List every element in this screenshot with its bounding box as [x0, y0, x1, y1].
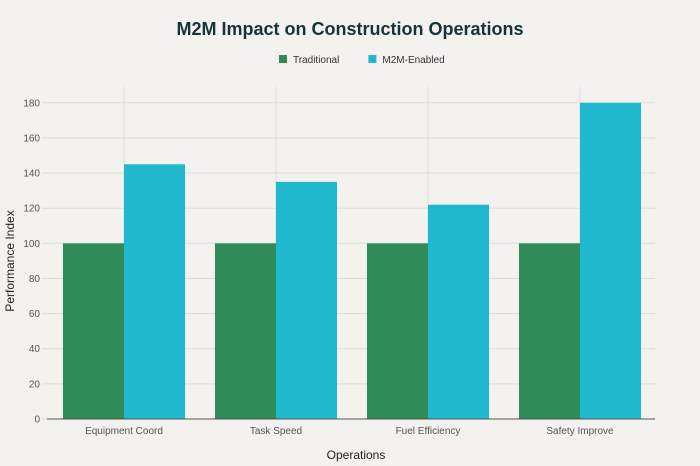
bar-m2m-enabled-equipment-coord — [124, 164, 185, 419]
legend-label: Traditional — [293, 55, 339, 66]
y-tick-label: 160 — [23, 133, 40, 144]
legend-swatch-traditional — [279, 55, 287, 63]
bar-traditional-safety-improve — [519, 243, 580, 419]
bar-traditional-task-speed — [215, 243, 276, 419]
y-tick-label: 120 — [23, 204, 40, 215]
y-tick-label: 40 — [29, 344, 41, 355]
y-tick-label: 20 — [29, 379, 41, 390]
y-tick-label: 140 — [23, 169, 40, 180]
bar-m2m-enabled-task-speed — [276, 181, 337, 419]
x-ticks: Equipment Coord Task Speed Fuel Efficiency… — [85, 426, 614, 437]
y-tick-label: 0 — [34, 415, 40, 426]
x-tick-label: Task Speed — [250, 426, 302, 437]
legend: Traditional M2M-Enabled — [279, 55, 445, 66]
legend-label: M2M-Enabled — [382, 55, 444, 66]
x-tick-label: Fuel Efficiency — [396, 426, 461, 437]
y-tick-label: 180 — [23, 98, 40, 109]
x-tick-label: Equipment Coord — [85, 426, 163, 437]
y-axis-label: Performance Index — [3, 210, 17, 311]
y-tick-label: 80 — [29, 274, 41, 285]
chart-title: M2M Impact on Construction Operations — [176, 19, 523, 39]
bar-m2m-enabled-fuel-efficiency — [428, 204, 489, 419]
x-tick-label: Safety Improve — [546, 426, 614, 437]
bar-traditional-fuel-efficiency — [367, 243, 428, 419]
bar-m2m-enabled-safety-improve — [580, 102, 641, 420]
bars — [63, 102, 641, 420]
legend-swatch-m2m-enabled — [368, 55, 377, 63]
y-tick-label: 100 — [23, 239, 40, 250]
y-ticks: 0 20 40 60 80 100 120 140 160 180 — [23, 98, 47, 426]
bar-traditional-equipment-coord — [63, 243, 124, 419]
y-tick-label: 60 — [29, 309, 41, 320]
x-axis-label: Operations — [327, 448, 386, 462]
